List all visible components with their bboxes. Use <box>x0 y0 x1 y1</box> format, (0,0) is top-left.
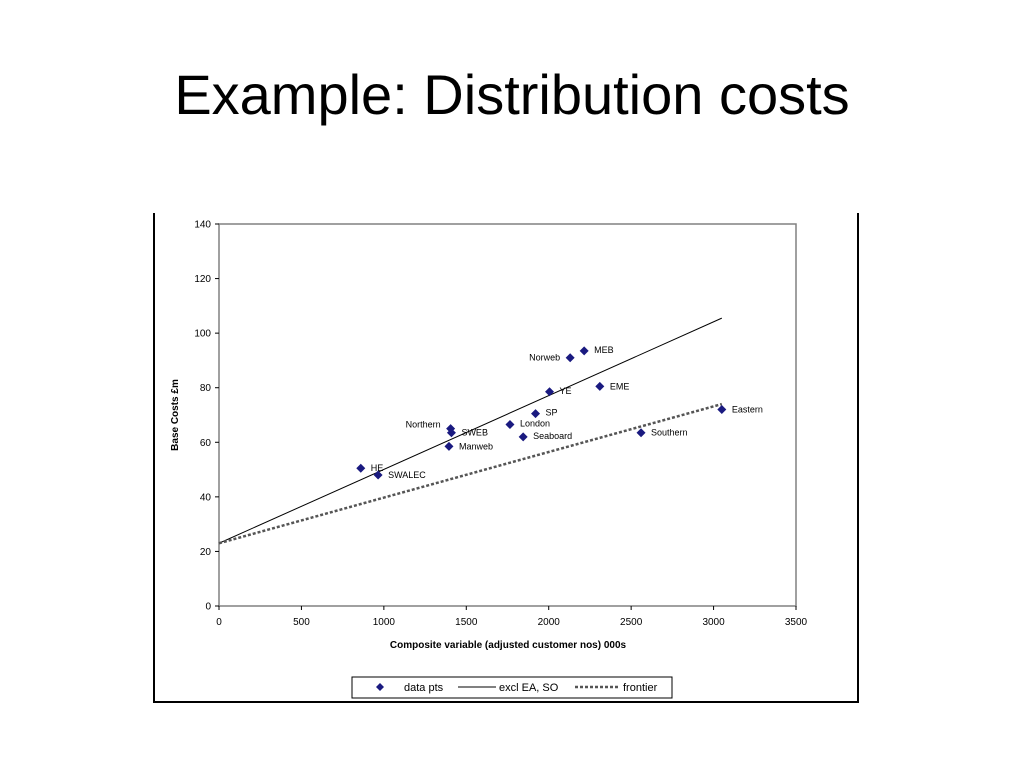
slide-title: Example: Distribution costs <box>174 63 850 126</box>
data-point-label: Manweb <box>459 441 493 451</box>
trend-lines <box>218 317 723 545</box>
frontier-line <box>218 402 723 545</box>
data-point-label: MEB <box>594 345 614 355</box>
legend-box <box>351 676 673 699</box>
data-point-label: SWEB <box>461 428 488 438</box>
legend-label-frontier: frontier <box>623 682 658 694</box>
y-tick-label: 120 <box>194 274 211 285</box>
data-points: HE SWALEC Northern SWEB Manweb London Seaboard… <box>356 345 763 480</box>
x-tick-label: 1500 <box>455 617 478 628</box>
data-point <box>579 346 589 356</box>
x-tick-label: 1000 <box>373 617 396 628</box>
x-tick-label: 3500 <box>785 617 808 628</box>
data-point <box>356 463 366 473</box>
y-tick-label: 40 <box>200 492 212 503</box>
y-tick-label: 100 <box>194 329 211 340</box>
legend-label-data-pts: data pts <box>404 682 444 694</box>
data-point <box>565 353 575 363</box>
y-tick-label: 60 <box>200 438 212 449</box>
x-axis-label: Composite variable (adjusted customer no… <box>390 640 627 651</box>
data-point <box>636 428 646 438</box>
data-point-label: HE <box>371 463 384 473</box>
data-point-label: YE <box>560 386 572 396</box>
data-point-label: Southern <box>651 428 688 438</box>
x-axis: 0 500 1000 1500 2000 2500 3000 3500 <box>216 606 808 628</box>
data-point-label: SP <box>546 408 558 418</box>
data-point <box>446 428 456 438</box>
data-point-label: EME <box>610 381 630 391</box>
y-tick-label: 80 <box>200 383 212 394</box>
data-point <box>595 381 605 391</box>
data-point-label: Eastern <box>732 405 763 415</box>
data-point-label: Seaboard <box>533 431 572 441</box>
x-tick-label: 2500 <box>620 617 643 628</box>
x-tick-label: 0 <box>216 617 222 628</box>
data-point-label: Northern <box>406 420 441 430</box>
y-tick-label: 140 <box>194 220 211 231</box>
y-tick-label: 0 <box>205 602 211 613</box>
y-axis: 0 20 40 60 80 100 120 140 <box>194 220 219 613</box>
y-axis-label: Base Costs £m <box>170 379 181 451</box>
data-point <box>373 470 383 480</box>
legend-marker-data-pts <box>376 683 384 691</box>
legend-label-excl: excl EA, SO <box>499 682 559 694</box>
data-point <box>505 420 515 430</box>
chart-frame <box>153 213 859 703</box>
data-point-label: SWALEC <box>388 470 426 480</box>
data-point <box>717 405 727 415</box>
plot-area <box>218 223 797 607</box>
data-point-label: Norweb <box>529 353 560 363</box>
data-point <box>545 387 555 397</box>
legend: data pts excl EA, SO frontier <box>351 676 673 699</box>
x-tick-label: 3000 <box>702 617 725 628</box>
data-point <box>531 409 541 419</box>
x-tick-label: 500 <box>293 617 310 628</box>
y-tick-label: 20 <box>200 547 212 558</box>
data-point <box>444 441 454 451</box>
x-tick-label: 2000 <box>538 617 561 628</box>
data-point-label: London <box>520 419 550 429</box>
data-point <box>518 432 528 442</box>
excl-ea-so-line <box>218 317 723 544</box>
